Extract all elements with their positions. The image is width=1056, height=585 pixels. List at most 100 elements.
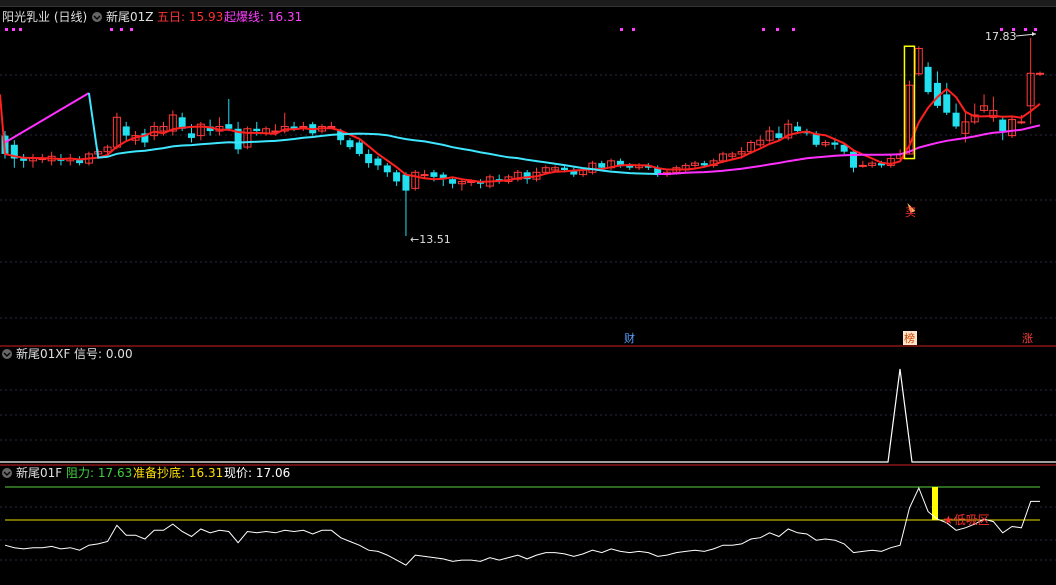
candle-body: [365, 153, 373, 164]
hand-icon: [907, 203, 916, 213]
signal-dot: [1000, 28, 1003, 31]
zone-marker: [932, 487, 938, 520]
trigger-line-start: [4, 92, 90, 144]
signal-dot: [762, 28, 765, 31]
marker-cai[interactable]: 财: [624, 331, 635, 345]
candle-body: [821, 142, 830, 146]
candle-body: [598, 163, 606, 168]
candle-body: [449, 179, 457, 184]
collapse-icon[interactable]: [2, 349, 12, 359]
candle-body: [858, 164, 867, 167]
candle-body: [541, 167, 550, 173]
candle-body: [775, 133, 783, 138]
menu-bar: [0, 0, 1056, 7]
trigger-line-label: 起爆线: 16.31: [224, 10, 302, 24]
candle-body: [150, 125, 159, 137]
collapse-icon[interactable]: [92, 12, 102, 22]
buy-label: 买: [905, 206, 916, 219]
candle-body: [794, 126, 802, 132]
price-oscillator-line: [4, 486, 1040, 566]
candle-body: [290, 126, 298, 129]
indicator-name-main: 新尾01Z: [106, 9, 154, 24]
marker-bang[interactable]: 榜: [904, 331, 915, 345]
candle-body: [178, 117, 186, 129]
candle-body: [206, 126, 214, 132]
candle-body: [430, 172, 438, 177]
candle-body: [588, 162, 597, 173]
candle-body: [243, 128, 252, 148]
high-price-label: 17.83: [985, 30, 1017, 43]
signal-dot: [792, 28, 795, 31]
signal-line: [0, 368, 1056, 463]
candle-body: [961, 121, 970, 134]
candle-body: [141, 133, 149, 143]
candle-body: [877, 163, 885, 166]
candle-body: [355, 142, 363, 154]
candle-body: [402, 174, 410, 191]
candle-body: [420, 174, 429, 177]
candle-body: [691, 162, 699, 166]
resist-label: 阻力: 17.63: [66, 466, 132, 480]
candle-body: [1036, 72, 1044, 75]
arrow-icon: [1032, 32, 1036, 36]
ma5-label: 五日: 15.93: [157, 10, 223, 24]
candle-body: [1017, 121, 1026, 124]
support-label: 准备抄底: 16.31: [133, 465, 223, 480]
candle-body: [924, 66, 932, 93]
candlestick-series: [1, 38, 1044, 236]
candle-body: [840, 144, 848, 152]
candle-body: [346, 140, 354, 148]
signal-dot: [110, 28, 113, 31]
trigger-line-magenta: [657, 124, 1041, 175]
candle-body: [784, 123, 793, 139]
candle-body: [616, 160, 624, 166]
candle-body: [756, 139, 765, 146]
candle-body: [700, 163, 708, 166]
signal-dot: [620, 28, 623, 31]
candle-body: [103, 146, 112, 153]
candle-body: [644, 165, 652, 168]
candle-body: [943, 94, 951, 113]
marker-bang-bg: [903, 331, 917, 345]
candle-body: [570, 170, 578, 175]
candle-body: [989, 109, 998, 118]
candle-body: [551, 167, 560, 171]
signal-dot: [12, 28, 15, 31]
signal-dot: [776, 28, 779, 31]
signal-dot: [130, 28, 133, 31]
candle-body: [970, 114, 979, 123]
candle-body: [868, 162, 877, 166]
candle-body: [952, 112, 960, 127]
signal-label: 信号: 0.00: [74, 347, 133, 361]
candle-body: [905, 84, 914, 155]
candle-body: [187, 133, 195, 138]
signal-dot: [1024, 28, 1027, 31]
candle-body: [168, 114, 177, 132]
candle-body: [560, 167, 568, 170]
candle-body: [933, 82, 941, 106]
candle-body: [234, 128, 242, 150]
candle-body: [393, 172, 401, 182]
candle-body: [374, 158, 382, 166]
candle-body: [626, 165, 634, 168]
collapse-icon[interactable]: [2, 468, 12, 478]
candle-body: [457, 180, 466, 185]
candle-body: [737, 151, 746, 155]
candle-body: [10, 144, 18, 159]
chart-markers: [5, 28, 1037, 213]
indicator-name-bot: 新尾01F: [16, 465, 62, 480]
signal-dot: [1012, 28, 1015, 31]
candle-body: [765, 130, 774, 141]
zone-label: ★低吸区: [943, 513, 990, 527]
candle-body: [812, 133, 820, 145]
candle-body: [1008, 119, 1017, 137]
candle-body: [999, 119, 1007, 132]
marker-zhang[interactable]: 涨: [1022, 332, 1033, 345]
signal-dot: [1034, 28, 1037, 31]
signal-dot: [120, 28, 123, 31]
chart-grid: [0, 74, 1056, 561]
candle-body: [914, 48, 923, 75]
candle-body: [439, 174, 447, 180]
candle-body: [253, 128, 261, 132]
